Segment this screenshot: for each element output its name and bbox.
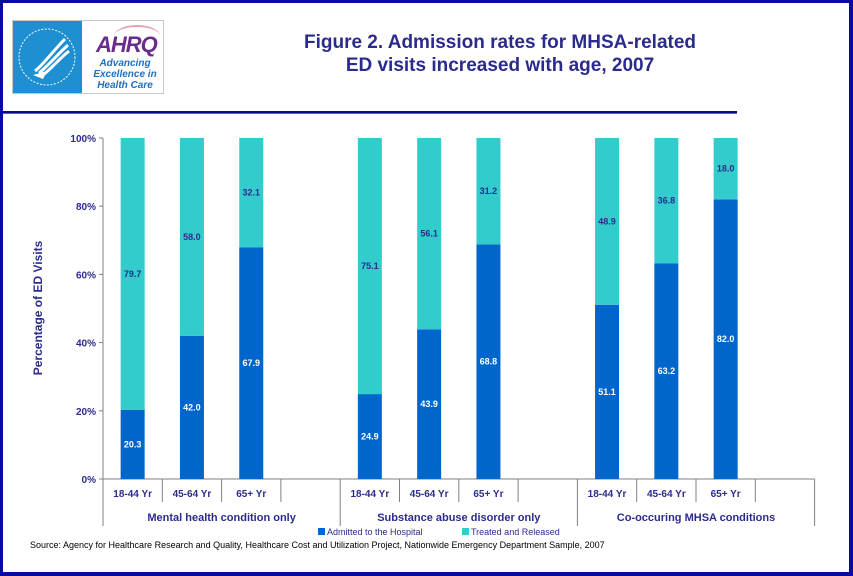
category-label: 65+ Yr [711, 489, 741, 500]
title-divider [3, 111, 737, 114]
bar-admitted [179, 335, 204, 479]
bar-admitted [595, 304, 620, 479]
y-tick-label: 80% [76, 202, 96, 213]
hhs-eagle-seal-icon [13, 21, 82, 93]
bars [120, 138, 738, 479]
ahrq-wordmark: AHRQ [96, 32, 158, 57]
legend: Admitted to the Hospital Treated and Rel… [318, 527, 560, 537]
bar-treated [417, 138, 442, 330]
tagline-line-1: Advancing [99, 58, 151, 69]
data-label-admitted: 63.2 [658, 366, 676, 376]
bar-admitted [476, 244, 501, 479]
source-note: Source: Agency for Healthcare Research a… [30, 540, 605, 550]
bar-treated [357, 138, 382, 395]
y-tick-label: 0% [82, 475, 97, 486]
data-label-treated: 31.2 [480, 186, 498, 196]
data-label-admitted: 42.0 [183, 402, 201, 412]
bar-admitted [713, 199, 738, 479]
chart-title-line-1: Figure 2. Admission rates for MHSA-relat… [303, 32, 697, 53]
group-label: Co-occuring MHSA conditions [617, 512, 775, 524]
bar-treated [476, 138, 501, 245]
data-label-admitted: 20.3 [124, 439, 142, 449]
y-tick-label: 40% [76, 339, 96, 350]
category-label: 45-64 Yr [647, 489, 686, 500]
data-label-admitted: 68.8 [480, 357, 498, 367]
tagline-line-3: Health Care [97, 80, 153, 91]
bar-admitted [357, 394, 382, 479]
category-label: 18-44 Yr [350, 489, 389, 500]
y-tick-label: 100% [70, 134, 96, 145]
bar-admitted [120, 409, 145, 479]
y-tick-label: 20% [76, 407, 96, 418]
category-label: 65+ Yr [236, 489, 266, 500]
bar-treated [239, 138, 264, 248]
bar-admitted [239, 247, 264, 479]
tagline-line-2: Excellence in [93, 69, 157, 80]
title-divider-highlight [3, 113, 737, 114]
y-tick-label: 60% [76, 270, 96, 281]
category-label: 45-64 Yr [173, 489, 212, 500]
bar-treated [713, 138, 738, 200]
data-label-treated: 79.7 [124, 269, 142, 279]
legend-swatch-admitted [318, 528, 325, 535]
bar-admitted [654, 263, 679, 479]
category-label: 18-44 Yr [588, 489, 627, 500]
legend-label-admitted: Admitted to the Hospital [327, 527, 423, 537]
data-label-treated: 56.1 [420, 229, 438, 239]
bar-admitted [417, 329, 442, 479]
data-label-treated: 58.0 [183, 232, 201, 242]
data-label-admitted: 24.9 [361, 432, 379, 442]
ahrq-arc-icon [114, 25, 160, 47]
group-label: Mental health condition only [147, 512, 296, 524]
bar-treated [654, 138, 679, 264]
data-label-admitted: 67.9 [242, 358, 260, 368]
y-axis-title: Percentage of ED Visits [31, 240, 45, 375]
axes: 0% 20% 40% 60% 80% 100% Mental health conditio… [70, 134, 816, 526]
bar-treated [120, 138, 145, 410]
data-label-treated: 48.9 [598, 216, 616, 226]
ahrq-logo: AHRQ Advancing Excellence in Health Care [12, 20, 164, 94]
data-label-admitted: 82.0 [717, 334, 735, 344]
group-label: Substance abuse disorder only [377, 512, 541, 524]
bar-treated [179, 138, 204, 336]
chart-title-line-2: ED visits increased with age, 2007 [345, 55, 655, 76]
labels: 20.3 79.7 42.0 58.0 67.9 32.1 24.9 75.1 43.9 56.1… [124, 164, 735, 450]
data-label-treated: 75.1 [361, 261, 379, 271]
category-label: 65+ Yr [473, 489, 503, 500]
category-label: 45-64 Yr [410, 489, 449, 500]
data-label-admitted: 43.9 [420, 399, 438, 409]
bar-treated [595, 138, 620, 305]
data-label-treated: 32.1 [242, 188, 260, 198]
legend-label-treated: Treated and Released [471, 527, 560, 537]
ahrq-tagline: Advancing Excellence in Health Care [90, 58, 160, 91]
chart-title: Figure 2. Admission rates for MHSA-relat… [250, 31, 750, 77]
legend-swatch-treated [462, 528, 469, 535]
data-label-treated: 36.8 [658, 196, 676, 206]
category-label: 18-44 Yr [113, 489, 152, 500]
data-label-admitted: 51.1 [598, 387, 616, 397]
data-label-treated: 18.0 [717, 164, 735, 174]
